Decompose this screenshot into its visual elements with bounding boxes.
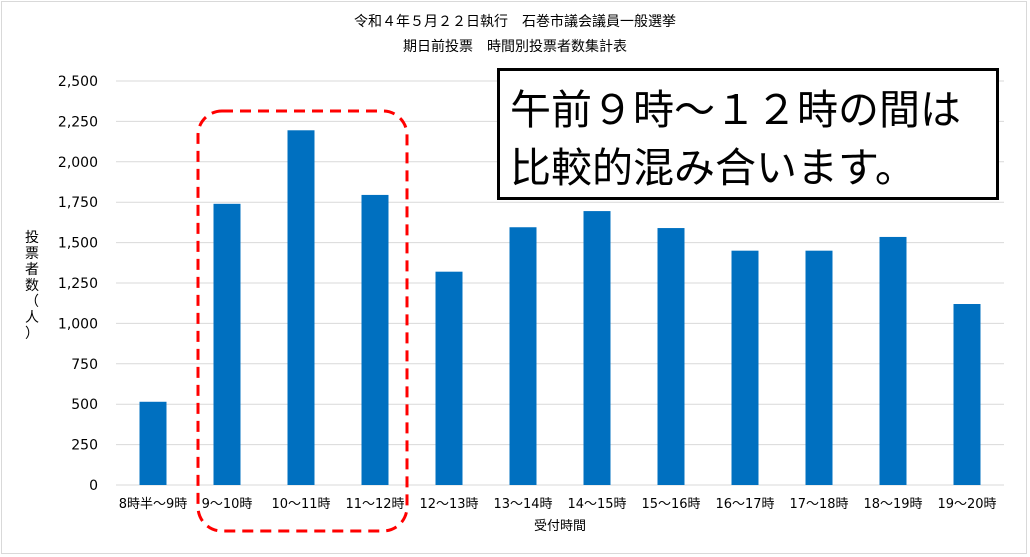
bar bbox=[287, 130, 315, 485]
annotation-line-1: 午前９時～１２時の間は bbox=[510, 86, 961, 134]
bar bbox=[731, 250, 759, 485]
y-tick-label: 500 bbox=[71, 397, 98, 413]
y-tick-label: 1,000 bbox=[58, 316, 98, 332]
bar bbox=[657, 228, 685, 485]
x-axis-label: 受付時間 bbox=[534, 519, 586, 534]
y-tick-label: 750 bbox=[71, 357, 98, 373]
highlight-dashed-box bbox=[196, 109, 409, 533]
bar bbox=[583, 211, 611, 485]
bar bbox=[361, 194, 389, 486]
y-tick-label: 250 bbox=[71, 438, 98, 454]
chart-title: 令和４年５月２２日執行 石巻市議会議員一般選挙 bbox=[354, 14, 676, 30]
y-tick-label: 1,750 bbox=[58, 195, 98, 211]
x-tick-label: 11～12時 bbox=[345, 497, 404, 512]
y-tick-label: 2,500 bbox=[58, 74, 98, 90]
y-tick-label: 1,250 bbox=[58, 276, 98, 292]
x-tick-label: 13～14時 bbox=[493, 497, 552, 512]
bar bbox=[139, 401, 167, 485]
bar bbox=[953, 304, 981, 485]
bar bbox=[805, 250, 833, 485]
x-tick-label: 18～19時 bbox=[863, 497, 922, 512]
y-tick-label: 2,250 bbox=[58, 114, 98, 130]
x-tick-label: 12～13時 bbox=[419, 497, 478, 512]
bar bbox=[879, 236, 907, 485]
chart-subtitle: 期日前投票 時間別投票者数集計表 bbox=[403, 39, 627, 55]
bar bbox=[213, 203, 241, 486]
y-axis-label: 投票者数（人） bbox=[25, 230, 39, 342]
bar bbox=[435, 271, 463, 485]
x-tick-label: 19～20時 bbox=[937, 497, 996, 512]
annotation-box: 午前９時～１２時の間は 比較的混み合います。 bbox=[497, 68, 999, 200]
x-tick-label: 16～17時 bbox=[715, 497, 774, 512]
x-tick-label: 15～16時 bbox=[641, 497, 700, 512]
x-tick-label: 9～10時 bbox=[202, 497, 253, 512]
y-tick-label: 0 bbox=[89, 478, 98, 494]
y-tick-label: 1,500 bbox=[58, 236, 98, 252]
x-tick-label: 17～18時 bbox=[789, 497, 848, 512]
x-tick-label: 8時半～9時 bbox=[119, 497, 188, 512]
annotation-line-2: 比較的混み合います。 bbox=[510, 144, 916, 192]
x-tick-label: 10～11時 bbox=[271, 497, 330, 512]
bar bbox=[509, 227, 537, 486]
x-tick-label: 14～15時 bbox=[567, 497, 626, 512]
y-tick-label: 2,000 bbox=[58, 155, 98, 171]
